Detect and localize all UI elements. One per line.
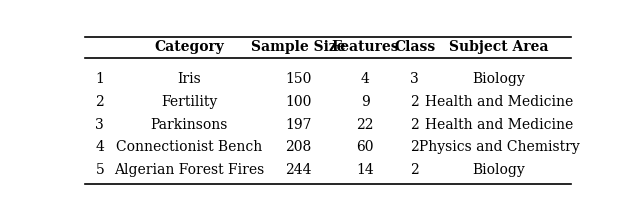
Text: Subject Area: Subject Area xyxy=(449,40,549,54)
Text: 100: 100 xyxy=(285,95,312,109)
Text: 3: 3 xyxy=(95,118,104,132)
Text: 2: 2 xyxy=(410,163,419,177)
Text: Iris: Iris xyxy=(177,72,201,86)
Text: Sample Size: Sample Size xyxy=(251,40,346,54)
Text: 22: 22 xyxy=(356,118,374,132)
Text: 5: 5 xyxy=(95,163,104,177)
Text: 4: 4 xyxy=(361,72,370,86)
Text: Parkinsons: Parkinsons xyxy=(150,118,228,132)
Text: Fertility: Fertility xyxy=(161,95,217,109)
Text: 2: 2 xyxy=(410,95,419,109)
Text: 244: 244 xyxy=(285,163,312,177)
Text: 3: 3 xyxy=(410,72,419,86)
Text: Class: Class xyxy=(394,40,435,54)
Text: 9: 9 xyxy=(361,95,369,109)
Text: 60: 60 xyxy=(356,140,374,154)
Text: 197: 197 xyxy=(285,118,312,132)
Text: Biology: Biology xyxy=(473,72,525,86)
Text: Category: Category xyxy=(154,40,224,54)
Text: 1: 1 xyxy=(95,72,104,86)
Text: 150: 150 xyxy=(285,72,312,86)
Text: Algerian Forest Fires: Algerian Forest Fires xyxy=(114,163,264,177)
Text: Physics and Chemistry: Physics and Chemistry xyxy=(419,140,579,154)
Text: 2: 2 xyxy=(410,118,419,132)
Text: 2: 2 xyxy=(410,140,419,154)
Text: Health and Medicine: Health and Medicine xyxy=(425,118,573,132)
Text: Features: Features xyxy=(332,40,399,54)
Text: 208: 208 xyxy=(285,140,312,154)
Text: Biology: Biology xyxy=(473,163,525,177)
Text: Health and Medicine: Health and Medicine xyxy=(425,95,573,109)
Text: Connectionist Bench: Connectionist Bench xyxy=(116,140,262,154)
Text: 14: 14 xyxy=(356,163,374,177)
Text: 4: 4 xyxy=(95,140,104,154)
Text: 2: 2 xyxy=(95,95,104,109)
